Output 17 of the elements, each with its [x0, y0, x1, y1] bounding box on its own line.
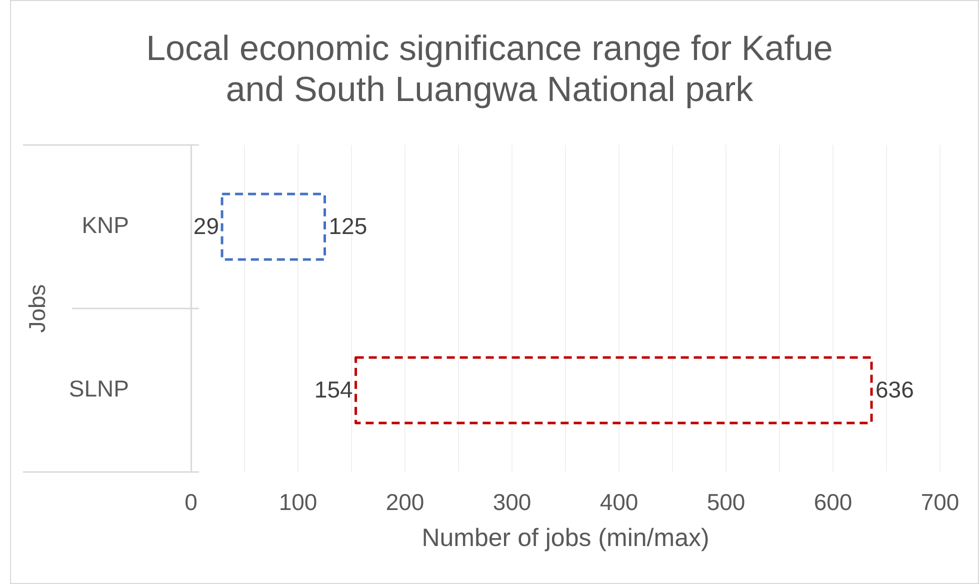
- annotation: 125: [328, 213, 368, 240]
- annotation: 636: [876, 376, 914, 403]
- y-tick-label: KNP: [82, 212, 129, 238]
- annotation: 154: [314, 376, 353, 403]
- x-tick-label: 0: [184, 489, 198, 516]
- x-axis-title: Number of jobs (min/max): [422, 524, 710, 552]
- y-axis-title: Jobs: [24, 284, 50, 333]
- x-tick-label: 700: [920, 489, 960, 516]
- annotation: 29: [193, 213, 220, 240]
- x-tick-label: 200: [386, 489, 424, 516]
- x-tick-label: 100: [278, 489, 318, 516]
- x-tick-label: 500: [706, 489, 746, 516]
- chart-title: Local economic significance range for Kafue and South Luangwa National park: [145, 28, 834, 110]
- x-tick-label: 400: [600, 489, 638, 516]
- y-tick-label: SLNP: [68, 376, 129, 402]
- x-tick-label: 300: [492, 489, 532, 516]
- x-tick-label: 600: [814, 489, 852, 516]
